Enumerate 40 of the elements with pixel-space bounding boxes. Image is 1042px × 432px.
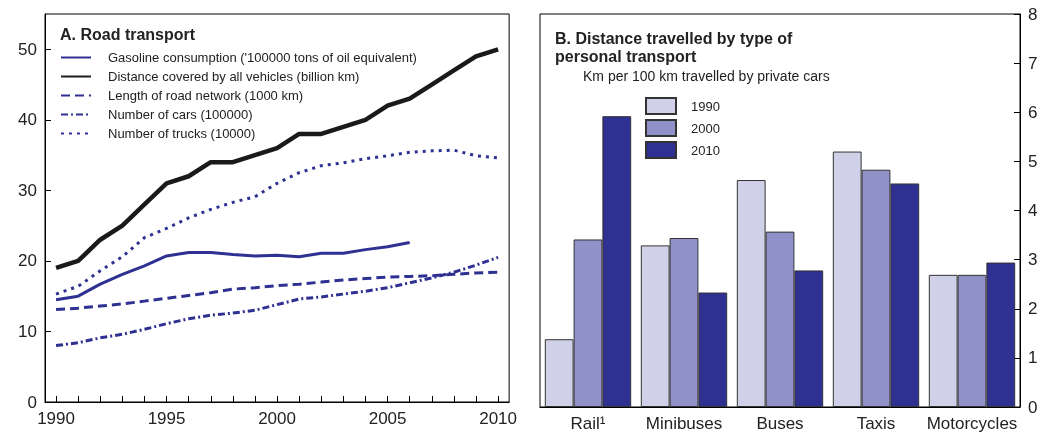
line-series xyxy=(53,47,501,271)
x-tick-label: 2005 xyxy=(368,409,407,428)
y-tick-label: 10 xyxy=(18,321,37,341)
y-tick-label: 2 xyxy=(1028,299,1038,319)
x-tick-label: Taxis xyxy=(856,414,896,432)
legend-label: 1990 xyxy=(691,98,720,114)
y-tick-label: 50 xyxy=(18,39,37,59)
y-tick-label: 0 xyxy=(1028,397,1038,417)
line-series xyxy=(54,255,500,348)
x-tick-label: Buses xyxy=(756,414,804,432)
x-tick-label: Rail¹ xyxy=(570,414,606,432)
y-tick-label: 6 xyxy=(1028,102,1038,122)
x-tick-label: 2010 xyxy=(479,409,517,428)
line-series xyxy=(54,241,412,302)
x-tick-label: 2000 xyxy=(258,409,296,428)
y-tick-label: 20 xyxy=(18,251,37,271)
x-tick-label: Minibuses xyxy=(645,414,723,432)
legend-label: Distance covered by all vehicles (billion km) xyxy=(108,69,360,84)
x-tick-label: 1990 xyxy=(37,409,75,428)
x-tick-label: 1995 xyxy=(147,409,186,428)
y-tick-label: 4 xyxy=(1028,201,1038,220)
y-tick-label: 0 xyxy=(27,392,37,412)
text: A. Road transport xyxy=(60,25,196,43)
text: B. Distance travelled by type of personal transport xyxy=(555,29,797,65)
y-tick-label: 40 xyxy=(18,110,37,130)
legend-label: Gasoline consumption ('100000 tons of oil equivalent) xyxy=(108,50,417,65)
x-tick-label: Motorcycles xyxy=(926,414,1018,432)
y-tick-label: 30 xyxy=(18,180,37,200)
text: Km per 100 km travelled by private cars xyxy=(583,68,830,84)
legend-label: 2010 xyxy=(691,142,720,158)
legend-label: Number of cars (100000) xyxy=(108,107,253,122)
y-tick-label: 5 xyxy=(1028,151,1038,171)
legend-label: Length of road network (1000 km) xyxy=(108,88,304,103)
line-series xyxy=(54,148,500,296)
legend-label: Number of trucks (10000) xyxy=(108,126,256,141)
y-tick-label: 3 xyxy=(1028,250,1038,270)
y-tick-label: 1 xyxy=(1028,348,1038,368)
y-tick-label: 8 xyxy=(1028,4,1038,24)
y-tick-label: 7 xyxy=(1028,53,1038,73)
legend-label: 2000 xyxy=(691,120,720,136)
